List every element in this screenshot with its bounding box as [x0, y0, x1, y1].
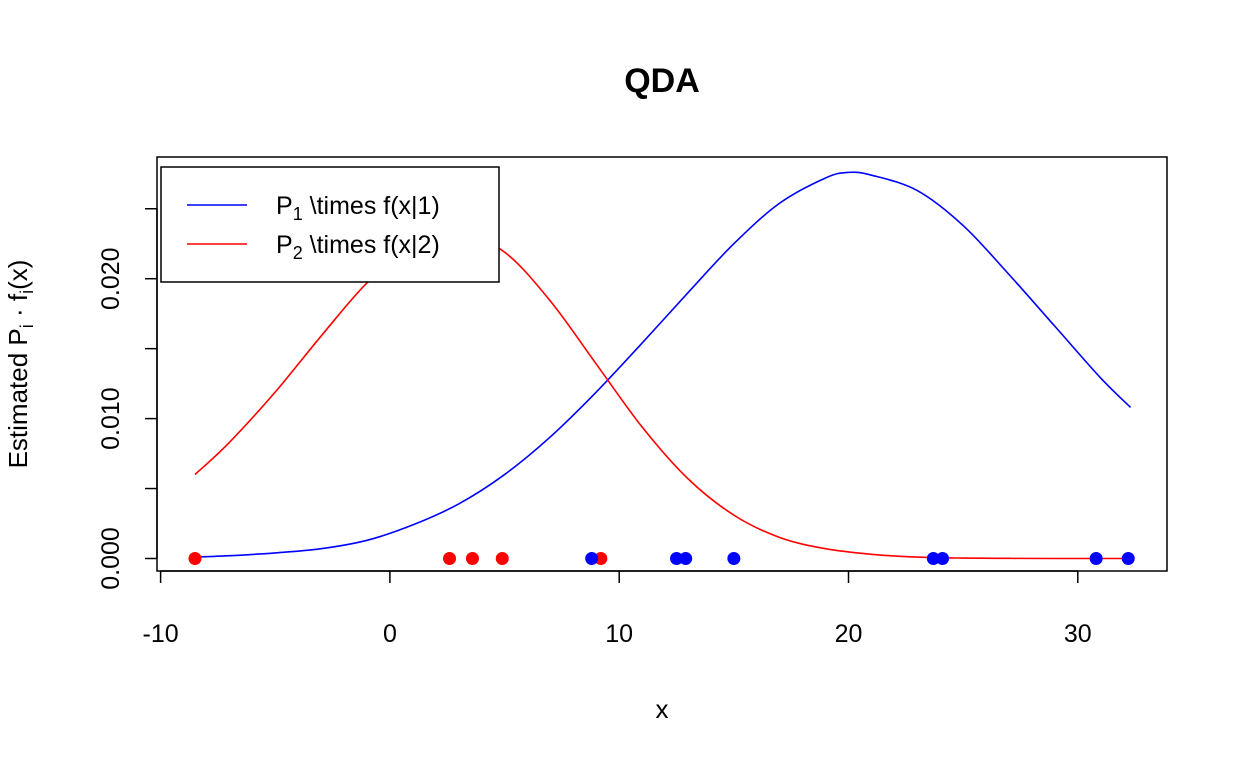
x-tick-label: 30: [1064, 620, 1092, 648]
y-label-subscript-i-2: i: [17, 290, 37, 294]
data-point: [727, 552, 741, 565]
x-axis: -10 0 10 20 30: [143, 570, 1092, 648]
data-point: [443, 552, 457, 565]
x-tick-label: 0: [383, 620, 397, 648]
data-point: [495, 552, 509, 565]
legend-label-2: P2 \times f(x|2): [276, 231, 440, 263]
y-tick-label: 0.010: [97, 387, 125, 450]
series-layer: [194, 171, 1132, 560]
data-point: [188, 552, 202, 565]
data-point: [585, 552, 599, 565]
y-tick-label: 0.000: [97, 527, 125, 590]
y-label-subscript-i: i: [17, 324, 37, 328]
data-point: [926, 552, 940, 565]
legend: P1 \times f(x|1) P2 \times f(x|2): [160, 166, 500, 283]
x-axis-label: x: [656, 694, 669, 724]
chart-title: QDA: [624, 62, 700, 100]
series-line-1: [194, 171, 1132, 558]
y-axis-label: Estimated Pi · fi(x): [3, 260, 37, 469]
points-layer: [188, 552, 1135, 565]
x-tick-label: -10: [143, 620, 179, 648]
series-line-2: [194, 231, 1131, 560]
data-point: [465, 552, 479, 565]
y-tick-label: 0.020: [97, 247, 125, 310]
data-point: [936, 552, 950, 565]
data-point: [594, 552, 608, 565]
y-axis: 0.000 0.010 0.020: [97, 208, 158, 590]
x-tick-label: 10: [605, 620, 633, 648]
legend-label-1: P1 \times f(x|1): [276, 192, 440, 224]
data-point: [679, 552, 693, 565]
data-point: [1089, 552, 1103, 565]
x-tick-label: 20: [835, 620, 863, 648]
data-point: [1121, 552, 1135, 565]
legend-box: [160, 166, 500, 283]
data-point: [670, 552, 684, 565]
